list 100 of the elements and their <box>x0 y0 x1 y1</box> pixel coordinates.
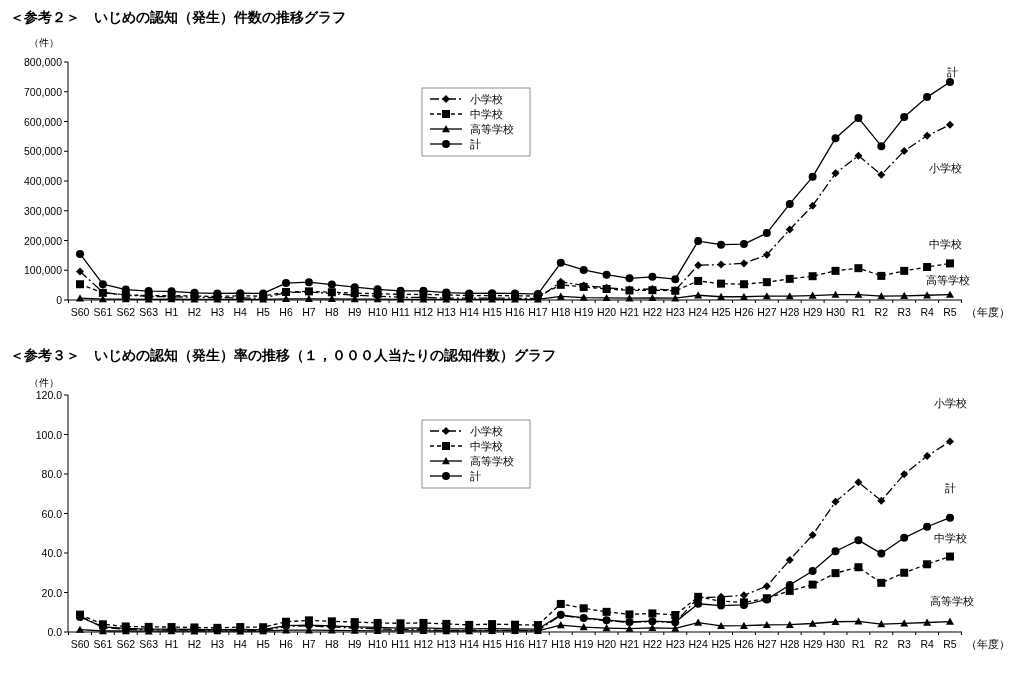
x-tick-label: R2 <box>874 306 889 318</box>
text: 小学校 <box>933 397 967 409</box>
x-tick-label: H23 <box>665 638 686 650</box>
x-tick-label: H25 <box>711 638 731 650</box>
y-axis-title: （件） <box>29 377 59 388</box>
text: 計 <box>944 482 956 494</box>
x-tick-label: H21 <box>619 306 640 318</box>
x-tick-label: R3 <box>897 306 912 318</box>
x-tick-label: H6 <box>279 638 293 650</box>
x-tick-label: H7 <box>302 638 316 650</box>
x-tick-label: H6 <box>279 306 293 318</box>
text: 計 <box>946 66 958 78</box>
text: 高等学校 <box>930 595 974 607</box>
x-axis-title: （年度） <box>966 638 1010 650</box>
y-tick-label: 700,000 <box>24 85 63 98</box>
x-tick-label: H5 <box>256 638 271 650</box>
chart-title: ＜参考３＞ いじめの認知（発生）率の推移（１，０００人当たりの認知件数）グラフ <box>10 347 556 363</box>
x-tick-label: H22 <box>642 306 663 318</box>
x-tick-label: H12 <box>413 306 434 318</box>
y-tick-label: 500,000 <box>24 145 63 158</box>
x-tick-label: H8 <box>325 306 339 318</box>
y-tick-label: 600,000 <box>24 115 63 128</box>
x-tick-label: R2 <box>874 638 889 650</box>
x-tick-label: H23 <box>665 306 686 318</box>
x-tick-label: H20 <box>596 306 617 318</box>
x-tick-label: H11 <box>391 638 410 650</box>
x-tick-label: H2 <box>187 638 202 650</box>
y-tick-label: 100,000 <box>24 264 63 277</box>
text: 高等学校 <box>926 274 970 286</box>
x-tick-label: R5 <box>943 306 957 318</box>
x-tick-label: S61 <box>93 638 113 650</box>
x-tick-label: H26 <box>734 638 754 650</box>
x-tick-label: H9 <box>348 306 362 318</box>
legend-label: 中学校 <box>470 440 503 452</box>
y-tick-label: 40.0 <box>41 547 63 559</box>
x-tick-label: H25 <box>711 306 731 318</box>
x-tick-label: H17 <box>528 638 548 650</box>
x-tick-label: H28 <box>780 306 800 318</box>
chart-title: ＜参考２＞ いじめの認知（発生）件数の推移グラフ <box>10 9 346 25</box>
x-tick-label: S63 <box>139 638 159 650</box>
x-tick-label: H21 <box>619 638 640 650</box>
x-tick-label: H13 <box>436 638 457 650</box>
legend-label: 小学校 <box>470 425 503 437</box>
text: 小学校 <box>928 162 962 174</box>
x-tick-label: H17 <box>528 306 548 318</box>
legend-label: 計 <box>470 470 481 482</box>
legend-label: 小学校 <box>470 93 503 105</box>
x-tick-label: H10 <box>368 306 388 318</box>
x-tick-label: S60 <box>70 306 90 318</box>
x-tick-label: H3 <box>210 638 225 650</box>
x-tick-label: H14 <box>459 306 479 318</box>
text: 中学校 <box>933 532 967 544</box>
x-tick-label: H14 <box>459 638 479 650</box>
x-tick-label: H24 <box>688 638 708 650</box>
x-tick-label: H15 <box>482 638 502 650</box>
x-tick-label: H4 <box>233 306 248 318</box>
x-tick-label: R3 <box>897 638 912 650</box>
x-tick-label: H2 <box>187 306 202 318</box>
x-axis-title: （年度） <box>966 306 1010 318</box>
x-tick-label: H20 <box>596 638 617 650</box>
x-tick-label: H16 <box>505 638 525 650</box>
x-tick-label: H12 <box>413 638 434 650</box>
x-tick-label: H11 <box>391 306 410 318</box>
text: 中学校 <box>928 238 962 250</box>
x-tick-label: H19 <box>574 306 594 318</box>
x-tick-label: H7 <box>302 306 316 318</box>
x-tick-label: S63 <box>139 306 159 318</box>
x-tick-label: H30 <box>825 638 846 650</box>
y-tick-label: 20.0 <box>41 586 63 599</box>
y-tick-label: 0.0 <box>47 626 63 638</box>
legend-label: 中学校 <box>470 108 503 120</box>
x-tick-label: H19 <box>574 638 594 650</box>
x-tick-label: S61 <box>93 306 113 318</box>
y-axis-title: （件） <box>29 37 59 48</box>
y-tick-label: 60.0 <box>41 507 63 520</box>
x-tick-label: R1 <box>851 306 866 318</box>
x-tick-label: H9 <box>348 638 362 650</box>
x-tick-label: H13 <box>436 306 457 318</box>
x-tick-label: R4 <box>920 306 934 318</box>
legend-label: 高等学校 <box>470 123 514 135</box>
x-tick-label: H29 <box>803 638 823 650</box>
x-tick-label: H27 <box>757 638 777 650</box>
x-tick-label: H1 <box>164 306 179 318</box>
y-tick-label: 400,000 <box>24 175 63 187</box>
legend-label: 計 <box>470 138 481 150</box>
y-tick-label: 120.0 <box>35 389 63 401</box>
x-tick-label: S62 <box>116 638 136 650</box>
y-tick-label: 300,000 <box>24 204 63 217</box>
x-tick-label: H18 <box>551 638 571 650</box>
y-tick-label: 800,000 <box>24 56 63 68</box>
x-tick-label: H30 <box>825 306 846 318</box>
x-tick-label: H10 <box>368 638 388 650</box>
x-tick-label: H18 <box>551 306 571 318</box>
x-tick-label: H29 <box>803 306 823 318</box>
x-tick-label: H26 <box>734 306 754 318</box>
x-tick-label: S62 <box>116 306 136 318</box>
x-tick-label: H15 <box>482 306 502 318</box>
legend-label: 高等学校 <box>470 455 514 467</box>
x-tick-label: H27 <box>757 306 777 318</box>
x-tick-label: S60 <box>70 638 90 650</box>
